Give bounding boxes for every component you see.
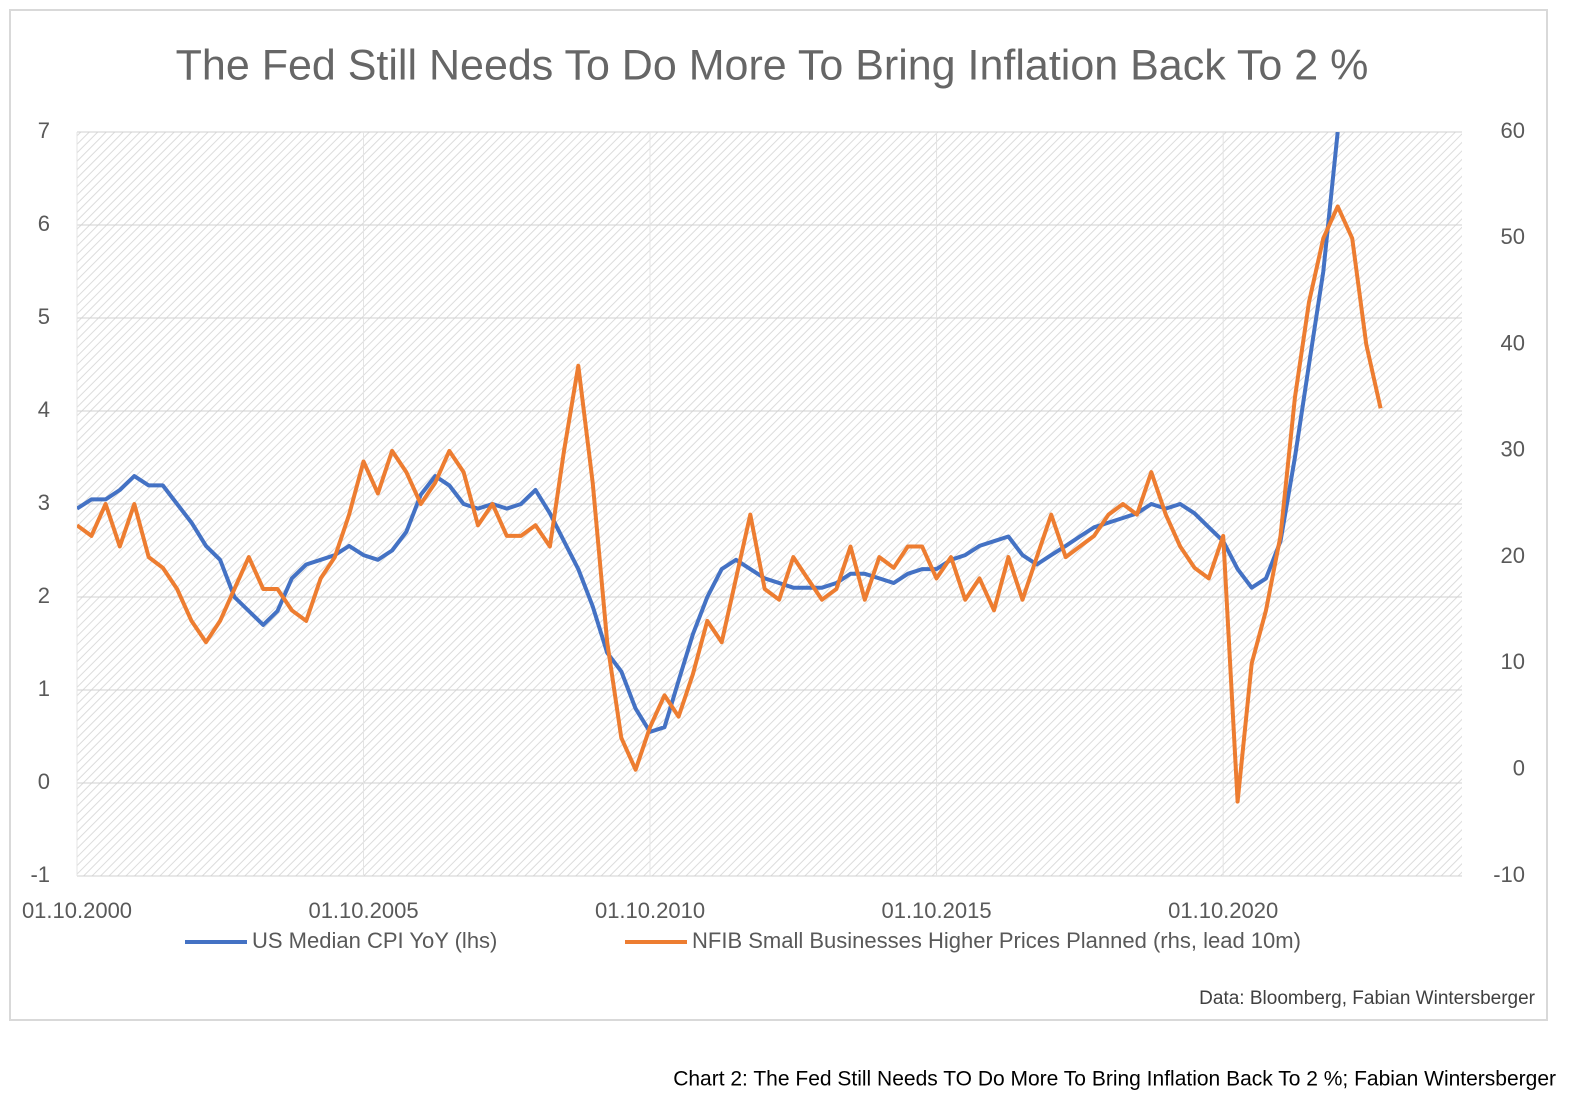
series-line: [77, 204, 1383, 804]
y2-tick-label: 60: [1501, 118, 1525, 143]
y-tick-label: 5: [38, 304, 50, 329]
y-tick-label: 6: [38, 211, 50, 236]
y-tick-label: 7: [38, 118, 50, 143]
y2-tick-label: 40: [1501, 330, 1525, 355]
x-tick-label: 01.10.2005: [308, 898, 418, 923]
caption: Chart 2: The Fed Still Needs TO Do More …: [673, 1068, 1556, 1091]
source-note: Data: Bloomberg, Fabian Wintersberger: [1199, 988, 1535, 1009]
y-tick-label: 4: [38, 397, 50, 422]
series-line: [77, 132, 1340, 734]
legend-label: US Median CPI YoY (lhs): [252, 928, 497, 953]
y2-tick-label: 50: [1501, 224, 1525, 249]
y-tick-label: 3: [38, 490, 50, 515]
y-tick-label: 0: [38, 769, 50, 794]
y-tick-label: -1: [30, 862, 50, 887]
y2-tick-label: 0: [1513, 756, 1525, 781]
y-tick-label: 2: [38, 583, 50, 608]
x-tick-label: 01.10.2010: [595, 898, 705, 923]
y2-tick-label: 20: [1501, 543, 1525, 568]
y2-tick-label: -10: [1493, 862, 1525, 887]
chart-title: The Fed Still Needs To Do More To Bring …: [176, 41, 1369, 89]
x-tick-label: 01.10.2020: [1168, 898, 1278, 923]
x-tick-label: 01.10.2015: [881, 898, 991, 923]
y2-tick-label: 10: [1501, 649, 1525, 674]
y2-tick-label: 30: [1501, 437, 1525, 462]
y-tick-label: 1: [38, 676, 50, 701]
legend-label: NFIB Small Businesses Higher Prices Plan…: [692, 928, 1301, 953]
x-tick-label: 01.10.2000: [22, 898, 132, 923]
